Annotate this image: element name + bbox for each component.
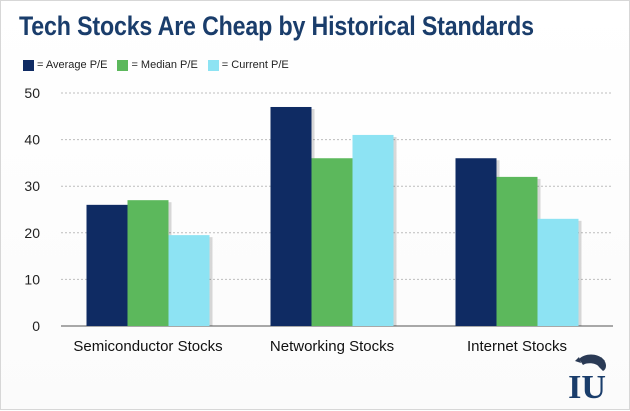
bar xyxy=(168,235,210,326)
x-tick-label: Semiconductor Stocks xyxy=(73,338,222,355)
x-tick-label: Internet Stocks xyxy=(467,338,567,355)
legend-item-current: = Current P/E xyxy=(207,59,289,71)
legend-label-current: = Current P/E xyxy=(221,59,289,71)
y-tick-label: 20 xyxy=(24,225,40,241)
x-tick-label: Networking Stocks xyxy=(270,338,394,355)
legend-swatch-median xyxy=(117,59,129,71)
iu-logo: IU xyxy=(568,354,606,405)
bar xyxy=(127,200,169,326)
legend-label-median: = Median P/E xyxy=(131,59,198,71)
y-tick-label: 0 xyxy=(32,318,40,334)
bar xyxy=(86,204,128,326)
bar xyxy=(537,218,579,326)
bar xyxy=(311,158,353,326)
bull-emblem-icon xyxy=(575,354,606,371)
bar xyxy=(352,134,394,326)
legend-swatch-current xyxy=(207,59,219,71)
legend-item-median: = Median P/E xyxy=(117,59,198,71)
bar xyxy=(455,158,497,326)
y-tick-label: 10 xyxy=(24,271,40,287)
bar xyxy=(270,106,312,326)
logo-letters: IU xyxy=(568,369,606,405)
y-tick-label: 40 xyxy=(24,132,40,148)
y-tick-label: 50 xyxy=(24,85,40,101)
bar xyxy=(496,176,538,326)
legend-swatch-average xyxy=(23,59,34,71)
y-tick-label: 30 xyxy=(24,178,40,194)
legend-label-average: = Average P/E xyxy=(37,59,108,71)
chart-title: Tech Stocks Are Cheap by Historical Stan… xyxy=(19,11,534,41)
legend-item-average: = Average P/E xyxy=(23,59,107,71)
legend: = Average P/E = Median P/E = Current P/E xyxy=(23,59,289,71)
